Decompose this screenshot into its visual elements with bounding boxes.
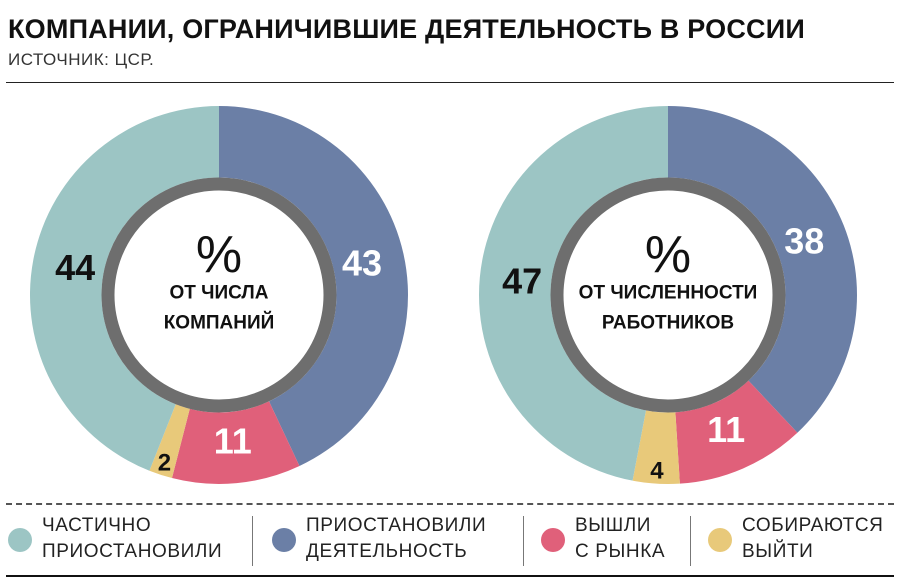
legend-separator (252, 516, 253, 566)
donut-1-label-suspended: 43 (342, 243, 382, 284)
donut-2-slice-planning-to-exit (632, 397, 680, 484)
legend-swatch-exited (541, 528, 565, 552)
donut-1-label-partially-suspended: 44 (55, 247, 95, 288)
legend-label-line1: ЧАСТИЧНО (42, 515, 152, 536)
donut-1-center (101, 177, 337, 413)
legend-label-line2: ДЕЯТЕЛЬНОСТЬ (306, 541, 468, 562)
footer-rule (6, 575, 894, 577)
legend-swatch-partially-suspended (8, 528, 32, 552)
legend: ЧАСТИЧНО ПРИОСТАНОВИЛИ ПРИОСТАНОВИЛИ ДЕЯ… (0, 512, 900, 570)
donut-2-label-planning-to-exit: 4 (650, 458, 664, 485)
legend-label-line2: С РЫНКА (575, 541, 666, 562)
donut-2-label-suspended: 38 (784, 221, 824, 262)
donut-1-center-caption-line1: ОТ ЧИСЛА (170, 283, 269, 304)
legend-divider (6, 503, 894, 505)
legend-label-line1: ВЫШЛИ (575, 515, 652, 536)
donut-1-label-planning-to-exit: 2 (158, 449, 171, 476)
donut-1-center-ring (101, 177, 337, 413)
legend-separator (523, 516, 524, 566)
donut-1-center-caption-line2: КОМПАНИЙ (164, 312, 275, 334)
donut-2-label-exited: 11 (707, 409, 745, 450)
donut-2-center (550, 177, 786, 413)
donut-2-center-caption-line1: ОТ ЧИСЛЕННОСТИ (579, 283, 758, 304)
donut-1-slice-planning-to-exit (149, 391, 194, 479)
donut-2-label-partially-suspended: 47 (502, 261, 542, 302)
source-note: ИСТОЧНИК: ЦСР. (8, 50, 155, 69)
legend-label-line2: ВЫЙТИ (742, 541, 814, 562)
donut-1-label-exited: 11 (214, 420, 252, 461)
donut-2-center-caption-line2: РАБОТНИКОВ (602, 313, 734, 334)
legend-swatch-planning-to-exit (708, 528, 732, 552)
chart-title: КОМПАНИИ, ОГРАНИЧИВШИЕ ДЕЯТЕЛЬНОСТЬ В РО… (8, 14, 805, 44)
donut-2-center-ring (550, 177, 786, 413)
donut-1-slice-exited (171, 389, 300, 484)
legend-label-line1: СОБИРАЮТСЯ (742, 515, 884, 536)
legend-swatch-suspended (272, 528, 296, 552)
donut-2-percent-symbol: % (645, 226, 691, 284)
donut-1-percent-symbol: % (196, 226, 242, 284)
legend-separator (690, 516, 691, 566)
header-divider (6, 82, 894, 83)
legend-label-line2: ПРИОСТАНОВИЛИ (42, 541, 223, 562)
legend-label-line1: ПРИОСТАНОВИЛИ (306, 515, 487, 536)
